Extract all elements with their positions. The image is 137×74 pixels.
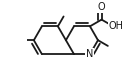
Text: OH: OH: [109, 21, 124, 31]
Text: N: N: [86, 49, 94, 59]
Text: O: O: [97, 2, 105, 12]
